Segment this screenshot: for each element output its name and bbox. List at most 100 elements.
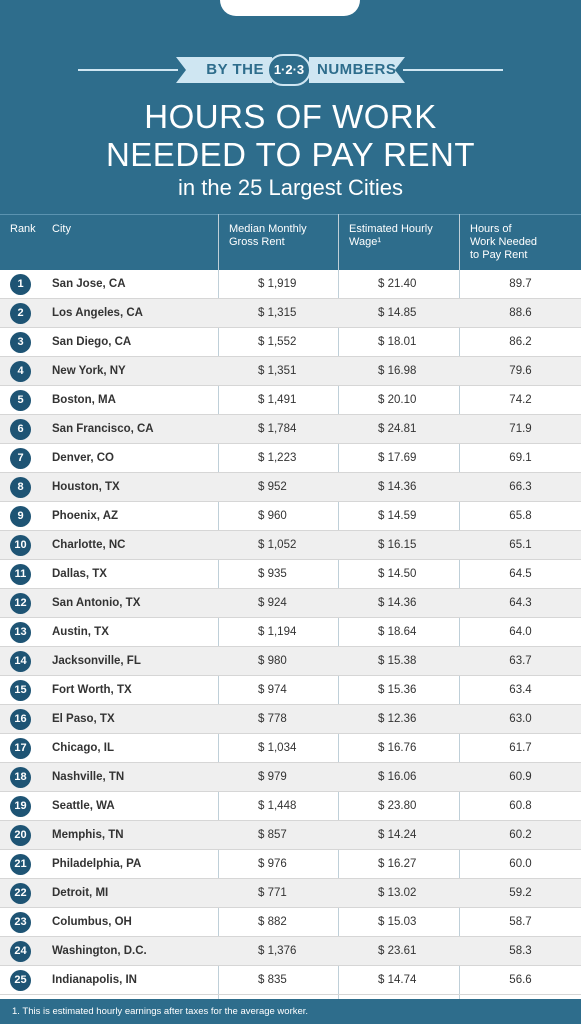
hours-needed: 64.3	[509, 597, 532, 609]
city-name: San Diego, CA	[52, 336, 132, 348]
table-row: 8 Houston, TX $ 952 $ 14.36 66.3	[0, 473, 581, 502]
median-rent: $ 1,034	[258, 742, 297, 754]
title-line-2: NEEDED TO PAY RENT	[105, 136, 476, 173]
ribbon-left: BY THE	[176, 57, 272, 83]
table-row: 11 Dallas, TX $ 935 $ 14.50 64.5	[0, 560, 581, 589]
hourly-wage: $ 13.02	[378, 887, 417, 899]
hourly-wage: $ 23.80	[378, 800, 417, 812]
rank-badge: 14	[10, 651, 31, 672]
median-rent: $ 974	[258, 684, 287, 696]
footnote: 1. This is estimated hourly earnings aft…	[12, 1006, 309, 1017]
hourly-wage: $ 18.64	[378, 626, 417, 638]
hours-needed: 64.0	[509, 626, 532, 638]
hourly-wage: $ 14.36	[378, 597, 417, 609]
hourly-wage: $ 16.27	[378, 858, 417, 870]
hours-needed: 60.2	[509, 829, 532, 841]
city-name: Memphis, TN	[52, 829, 124, 841]
logo-tab: smartasset™	[220, 0, 360, 16]
median-rent: $ 1,919	[258, 278, 297, 290]
banner-right-text: NUMBERS	[317, 61, 397, 78]
median-rent: $ 1,194	[258, 626, 297, 638]
col-rent-line-2: Gross Rent	[229, 236, 285, 248]
table-row: 25 Indianapolis, IN $ 835 $ 14.74 56.6	[0, 966, 581, 995]
hourly-wage: $ 16.15	[378, 539, 417, 551]
median-rent: $ 1,052	[258, 539, 297, 551]
city-name: Chicago, IL	[52, 742, 114, 754]
median-rent: $ 979	[258, 771, 287, 783]
table-row: 17 Chicago, IL $ 1,034 $ 16.76 61.7	[0, 734, 581, 763]
rank-badge: 21	[10, 854, 31, 875]
banner-left-text: BY THE	[206, 61, 264, 78]
hourly-wage: $ 20.10	[378, 394, 417, 406]
rank-badge: 13	[10, 622, 31, 643]
city-name: Houston, TX	[52, 481, 120, 493]
hours-needed: 64.5	[509, 568, 532, 580]
rank-badge: 11	[10, 564, 31, 585]
median-rent: $ 1,552	[258, 336, 297, 348]
by-the-numbers-banner: BY THE NUMBERS 1·2·3	[176, 54, 405, 86]
hourly-wage: $ 12.36	[378, 713, 417, 725]
hourly-wage: $ 21.40	[378, 278, 417, 290]
hourly-wage: $ 15.03	[378, 916, 417, 928]
hourly-wage: $ 16.98	[378, 365, 417, 377]
city-name: Charlotte, NC	[52, 539, 126, 551]
rank-badge: 23	[10, 912, 31, 933]
hours-needed: 60.0	[509, 858, 532, 870]
col-hours-line-2: Work Needed	[470, 236, 538, 248]
col-rent: Median Monthly Gross Rent	[229, 223, 307, 249]
city-name: Dallas, TX	[52, 568, 107, 580]
rank-badge: 20	[10, 825, 31, 846]
hours-needed: 59.2	[509, 887, 532, 899]
city-name: Boston, MA	[52, 394, 116, 406]
hourly-wage: $ 15.38	[378, 655, 417, 667]
table-row: 19 Seattle, WA $ 1,448 $ 23.80 60.8	[0, 792, 581, 821]
table-row: 3 San Diego, CA $ 1,552 $ 18.01 86.2	[0, 328, 581, 357]
col-city: City	[52, 223, 71, 235]
median-rent: $ 952	[258, 481, 287, 493]
hours-needed: 58.3	[509, 945, 532, 957]
city-name: Columbus, OH	[52, 916, 132, 928]
hourly-wage: $ 14.59	[378, 510, 417, 522]
hours-needed: 65.8	[509, 510, 532, 522]
hours-needed: 89.7	[509, 278, 532, 290]
table-row: 16 El Paso, TX $ 778 $ 12.36 63.0	[0, 705, 581, 734]
median-rent: $ 1,351	[258, 365, 297, 377]
city-name: Denver, CO	[52, 452, 114, 464]
median-rent: $ 1,223	[258, 452, 297, 464]
hourly-wage: $ 23.61	[378, 945, 417, 957]
table-row: 1 San Jose, CA $ 1,919 $ 21.40 89.7	[0, 270, 581, 299]
rank-badge: 15	[10, 680, 31, 701]
median-rent: $ 1,448	[258, 800, 297, 812]
rank-badge: 17	[10, 738, 31, 759]
table-row: 6 San Francisco, CA $ 1,784 $ 24.81 71.9	[0, 415, 581, 444]
rank-badge: 1	[10, 274, 31, 295]
hours-needed: 66.3	[509, 481, 532, 493]
hours-needed: 86.2	[509, 336, 532, 348]
rank-badge: 5	[10, 390, 31, 411]
col-wage: Estimated Hourly Wage¹	[349, 223, 433, 249]
hours-needed: 63.4	[509, 684, 532, 696]
median-rent: $ 778	[258, 713, 287, 725]
title-line-1: HOURS OF WORK	[144, 98, 437, 135]
hours-needed: 65.1	[509, 539, 532, 551]
city-name: San Antonio, TX	[52, 597, 141, 609]
table-body: 1 San Jose, CA $ 1,919 $ 21.40 89.7 2 Los Ange…	[0, 270, 581, 995]
header: smartasset™ BY THE NUMBERS 1·2·3 HOURS O…	[0, 0, 581, 214]
rank-badge: 7	[10, 448, 31, 469]
table-row: 2 Los Angeles, CA $ 1,315 $ 14.85 88.6	[0, 299, 581, 328]
rank-badge: 19	[10, 796, 31, 817]
rank-badge: 24	[10, 941, 31, 962]
table-row: 23 Columbus, OH $ 882 $ 15.03 58.7	[0, 908, 581, 937]
rank-badge: 2	[10, 303, 31, 324]
hours-needed: 63.0	[509, 713, 532, 725]
table-row: 14 Jacksonville, FL $ 980 $ 15.38 63.7	[0, 647, 581, 676]
footnote-bar: 1. This is estimated hourly earnings aft…	[0, 999, 581, 1024]
hourly-wage: $ 14.74	[378, 974, 417, 986]
hours-needed: 58.7	[509, 916, 532, 928]
city-name: Washington, D.C.	[52, 945, 147, 957]
median-rent: $ 960	[258, 510, 287, 522]
median-rent: $ 882	[258, 916, 287, 928]
rank-badge: 22	[10, 883, 31, 904]
numbers-badge: 1·2·3	[267, 54, 311, 86]
city-name: Nashville, TN	[52, 771, 125, 783]
